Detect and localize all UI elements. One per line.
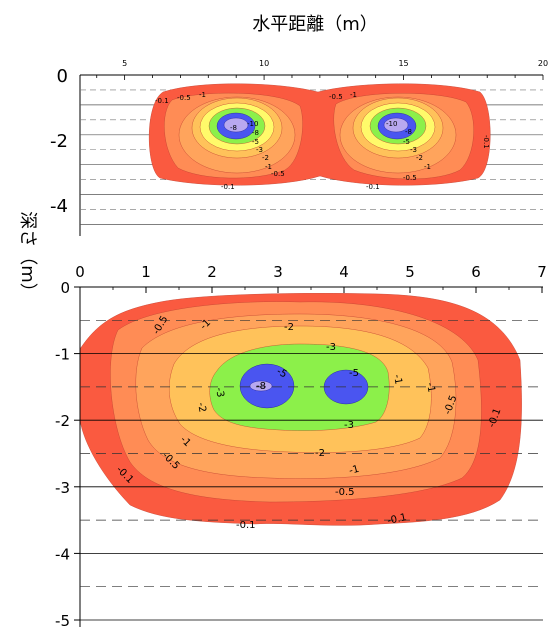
bottom-contour-label: -1	[424, 382, 437, 394]
bottom-contour-label: -5	[349, 368, 359, 379]
bottom-contour-label: -3	[326, 342, 336, 353]
bottom-x-tick-label: 4	[339, 263, 349, 281]
top-contour-label: -0.1	[155, 97, 169, 105]
bottom-x-ticks	[79, 287, 543, 293]
bottom-x-tick-label: 1	[141, 263, 151, 281]
bottom-y-tick-label: -3	[55, 479, 70, 497]
top-contour-label: -1	[199, 91, 206, 99]
top-contour-level-10-left	[223, 117, 249, 133]
top-contour-label: -1	[424, 163, 431, 171]
top-contour-label: -2	[416, 154, 423, 162]
bottom-y-tick-label: -4	[55, 545, 70, 563]
bottom-contour-label: -3	[213, 387, 226, 399]
top-contour-level-10-right	[383, 117, 409, 133]
bottom-y-tick-labels: 0 -1 -2 -3 -4 -5	[55, 279, 80, 627]
bottom-contour-label: -0.1	[236, 520, 256, 531]
top-contour-label: -0.5	[271, 170, 285, 178]
top-contour-label: -5	[252, 138, 259, 146]
top-x-tick-label: 5	[122, 59, 127, 68]
top-contour-label: -8	[252, 129, 259, 137]
bottom-contour-level-3	[209, 343, 390, 431]
bottom-x-tick-label: 7	[537, 263, 547, 281]
top-contour-label: -5	[403, 138, 410, 146]
top-contour-label: -0.1	[221, 183, 235, 191]
top-contour-label: -0.5	[403, 174, 417, 182]
bottom-x-tick-label: 3	[273, 263, 283, 281]
top-contour-label: -1	[350, 91, 357, 99]
bottom-x-tick-label: 2	[207, 263, 217, 281]
top-contour-label: -0.1	[482, 135, 490, 149]
top-contour-label: -0.1	[366, 183, 380, 191]
top-x-tick-label: 15	[398, 59, 408, 68]
top-x-tick-label: 20	[538, 59, 548, 68]
top-x-tick-labels: 5 10 15 20	[122, 59, 548, 68]
top-y-tick-label: -4	[50, 196, 68, 217]
bottom-contour-label: -1	[348, 464, 360, 477]
top-contour-label: -0.5	[177, 94, 191, 102]
bottom-y-tick-label: -2	[55, 412, 70, 430]
bottom-x-tick-label: 6	[471, 263, 481, 281]
top-contour-label: -3	[256, 146, 263, 154]
top-contour-label: -8	[405, 128, 412, 136]
top-contour-label: -8	[230, 124, 237, 132]
top-contour-label: -10	[386, 120, 397, 128]
bottom-x-tick-labels: 0 1 2 3 4 5 6 7	[75, 263, 547, 281]
bottom-x-tick-label: 0	[75, 263, 85, 281]
bottom-x-tick-label: 5	[405, 263, 415, 281]
top-contour-label: -2	[262, 154, 269, 162]
bottom-contour-label: -2	[315, 448, 325, 459]
top-x-tick-label: 10	[259, 59, 269, 68]
bottom-y-tick-label: 0	[60, 279, 70, 297]
bottom-contour-level-8	[249, 380, 273, 392]
bottom-y-tick-label: -1	[55, 346, 70, 364]
top-y-tick-label: 0	[57, 66, 68, 87]
y-axis-label-text: 深さ（m）	[17, 211, 38, 301]
top-y-tick-label: -2	[50, 131, 68, 152]
bottom-y-tick-label: -5	[55, 612, 70, 627]
bottom-contour-chart: 0 1 2 3 4 5 6 7 0 -1 -2 -3 -4 -5 -0.5 -1 -2 -3 -5 -5…	[55, 263, 547, 627]
top-y-tick-labels: 0 -2 -4	[50, 66, 68, 217]
top-contour-label: -1	[265, 163, 272, 171]
bottom-contour-label: -3	[344, 420, 354, 431]
y-axis-label: 深さ（m）	[17, 211, 38, 301]
bottom-gridlines	[80, 319, 543, 621]
top-contour-label: -10	[247, 120, 258, 128]
chart-title: 水平距離（m）	[252, 14, 378, 35]
top-contour-chart: 5 10 15 20 0-2-4 -0.1 -0.5 -1 -10 -8 -8 -5 …	[50, 59, 548, 236]
bottom-contour-label: -2	[195, 402, 208, 414]
bottom-contour-label: -0.1	[386, 512, 407, 527]
bottom-contour-label: -0.5	[335, 487, 355, 498]
bottom-contour-label: -2	[284, 322, 294, 333]
bottom-contour-label: -8	[256, 381, 266, 392]
bottom-contour-label: -5	[275, 366, 289, 381]
top-contour-label: -0.5	[329, 93, 343, 101]
bottom-contour-label: -1	[391, 374, 404, 386]
top-contour-label: -3	[410, 146, 417, 154]
top-x-ticks	[96, 75, 544, 80]
